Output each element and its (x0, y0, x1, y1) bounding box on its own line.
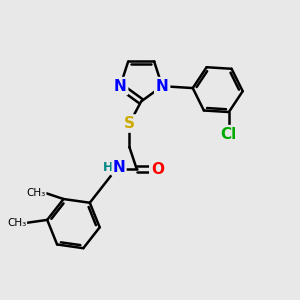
Text: S: S (124, 116, 135, 131)
Text: N: N (114, 79, 127, 94)
Text: Cl: Cl (221, 127, 237, 142)
Text: N: N (156, 79, 169, 94)
Text: H: H (103, 161, 113, 174)
Text: CH₃: CH₃ (27, 188, 46, 198)
Text: CH₃: CH₃ (7, 218, 27, 228)
Text: O: O (151, 162, 164, 177)
Text: N: N (113, 160, 125, 175)
